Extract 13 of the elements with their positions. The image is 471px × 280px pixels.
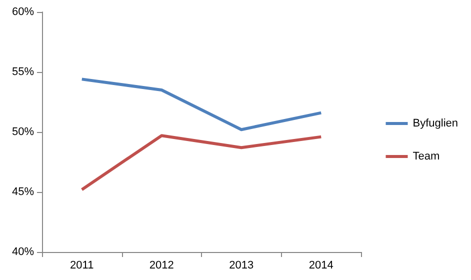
legend-label: Team xyxy=(412,150,440,162)
x-tick-label: 2012 xyxy=(149,260,174,272)
y-tick-label: 55% xyxy=(12,66,34,78)
y-tick-label: 40% xyxy=(12,246,34,258)
line-series xyxy=(80,134,323,192)
y-tick-label: 45% xyxy=(12,186,34,198)
y-tick-label: 60% xyxy=(12,6,34,18)
x-tick-label: 2013 xyxy=(229,260,254,272)
line-series xyxy=(80,78,323,132)
y-tick-label: 50% xyxy=(12,126,34,138)
legend-label: Byfuglien xyxy=(412,118,458,130)
x-tick-label: 2014 xyxy=(308,260,334,272)
x-tick-label: 2011 xyxy=(70,260,94,272)
